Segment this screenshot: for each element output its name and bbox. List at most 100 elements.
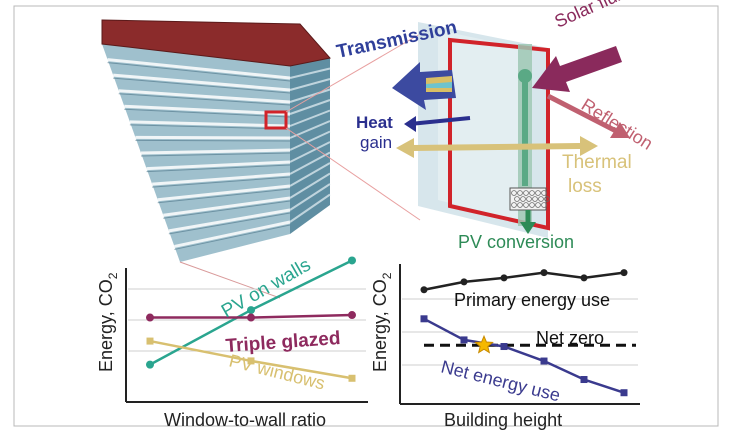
floor-line: [107, 58, 291, 80]
data-point: [247, 306, 255, 315]
data-point: [420, 315, 428, 323]
data-point: [620, 389, 628, 397]
floor-line: [146, 160, 291, 171]
honeycomb-cell: [535, 202, 541, 208]
loss-label: loss: [568, 176, 602, 197]
floor-line-shadow: [146, 164, 291, 173]
floor-line-side: [289, 130, 331, 151]
honeycomb-cell: [538, 196, 544, 202]
floor-line: [163, 196, 291, 217]
leader-line: [285, 127, 421, 221]
floor-line-side: [289, 99, 331, 115]
floor-line-side: [289, 109, 331, 127]
floor-line-side: [289, 141, 331, 163]
data-point: [348, 256, 356, 265]
leader-line: [179, 261, 281, 299]
honeycomb-cell: [526, 196, 532, 202]
series-line: [423, 317, 625, 394]
gain-label: gain: [360, 133, 392, 152]
floor-line-side: [289, 193, 331, 223]
heat-gain-arrow: [409, 116, 471, 126]
honeycomb-cell: [517, 190, 523, 196]
building-roof: [102, 20, 330, 66]
honeycomb-cell: [514, 196, 520, 202]
floor-line-shadow: [124, 108, 291, 118]
floor-line: [174, 220, 291, 248]
floor-line-shadow: [174, 224, 291, 250]
y-axis-label: Energy, CO2: [96, 272, 120, 372]
floor-line-side: [289, 78, 331, 91]
floor-line-side: [289, 88, 331, 103]
data-point: [500, 274, 508, 282]
floor-line-side: [289, 151, 331, 175]
floor-line-shadow: [140, 152, 291, 157]
building-illustration: [101, 19, 421, 299]
floor-line-shadow: [107, 62, 291, 82]
honeycomb-cell: [541, 190, 547, 196]
floor-line: [118, 89, 291, 104]
y-axis-label: Energy, CO2: [370, 272, 394, 372]
honeycomb-cell: [523, 202, 529, 208]
honeycomb-cell: [520, 196, 526, 202]
reflection-arrow: [546, 93, 620, 135]
floor-line: [135, 135, 291, 140]
data-point: [460, 336, 468, 344]
window-frame: [448, 37, 550, 231]
floor-line-shadow: [135, 139, 291, 142]
thermal-loss-arrow: [411, 143, 581, 151]
honeycomb-cell: [511, 202, 517, 208]
pv-conversion-label: PV conversion: [458, 232, 574, 252]
solar-flux-arrow: [532, 46, 622, 92]
gridlines: [128, 288, 366, 352]
honeycomb-cell: [535, 190, 541, 196]
thermal-label: Thermal: [562, 152, 632, 173]
floor-line-shadow: [157, 188, 291, 204]
floor-line-shadow: [113, 77, 291, 94]
series-line: [423, 271, 625, 291]
honeycomb-cell: [544, 196, 550, 202]
window-marker: [264, 110, 288, 130]
data-point: [540, 269, 548, 277]
floor-line-shadow: [163, 200, 291, 219]
floor-line: [168, 208, 291, 233]
data-point: [247, 357, 255, 365]
floor-line: [157, 184, 291, 202]
net-zero-label: Net zero: [536, 328, 604, 348]
honeycomb-cell: [529, 202, 535, 208]
data-point: [146, 337, 154, 345]
honeycomb-cell: [517, 202, 523, 208]
series-label-primary-energy: Primary energy use: [454, 290, 610, 310]
floor-line-side: [289, 183, 331, 211]
floor-line: [124, 104, 291, 116]
honeycomb-cell: [523, 190, 529, 196]
data-point: [348, 374, 356, 382]
floor-line: [152, 172, 291, 186]
floor-line: [113, 73, 291, 92]
glass-pane-inner: [438, 30, 532, 224]
star-marker: [474, 334, 494, 354]
floor-line-shadow: [152, 176, 291, 188]
data-point: [500, 343, 508, 351]
data-point: [580, 274, 588, 282]
floor-line-shadow: [168, 212, 291, 235]
x-axis-label: Window-to-wall ratio: [164, 410, 326, 430]
honeycomb-cell: [541, 202, 547, 208]
data-point: [247, 313, 255, 322]
floor-line-side: [289, 67, 331, 79]
data-point: [540, 357, 548, 365]
data-point: [146, 313, 154, 322]
data-point: [348, 311, 356, 320]
floor-line-side: [289, 172, 331, 199]
floor-line-shadow: [118, 93, 291, 106]
heat-label: Heat: [356, 113, 393, 132]
data-point: [146, 360, 154, 369]
floor-line-side: [289, 162, 331, 187]
honeycomb-cell: [529, 190, 535, 196]
building-side-face: [290, 42, 330, 234]
data-point: [620, 269, 628, 277]
transmission-arrow: [392, 62, 456, 110]
floor-line: [140, 148, 291, 155]
data-point: [580, 376, 588, 384]
honeycomb-cell: [532, 196, 538, 202]
